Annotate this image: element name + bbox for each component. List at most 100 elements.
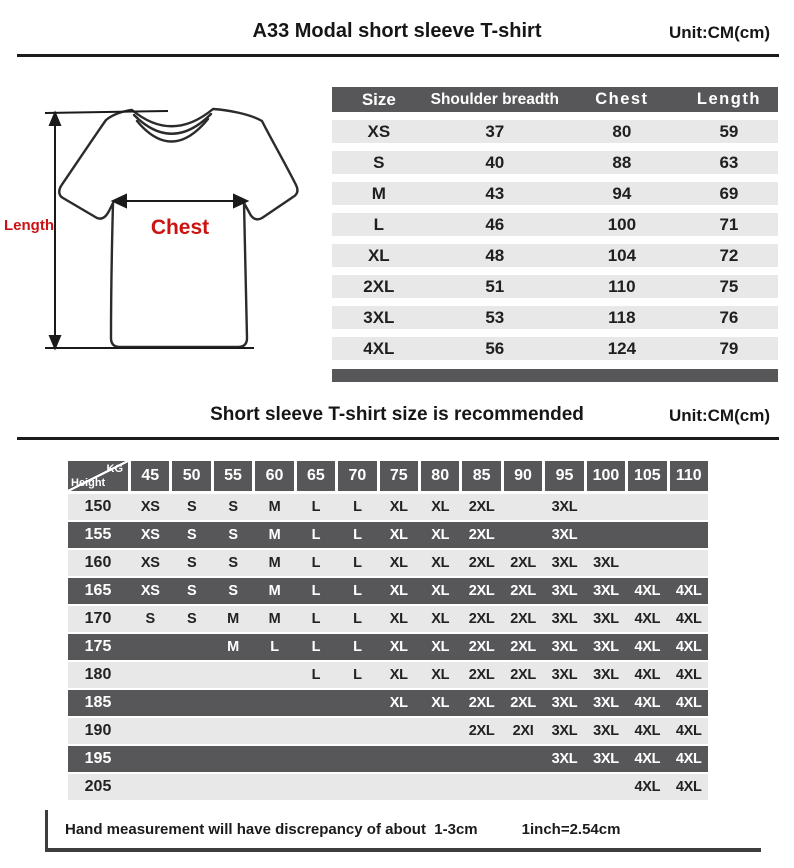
matrix-cell: 3XL bbox=[593, 723, 619, 739]
matrix-cell: 4XL bbox=[634, 667, 661, 683]
size-table-row: 4XL 56 124 79 bbox=[332, 337, 778, 360]
size-cell: 53 bbox=[485, 307, 505, 327]
weight-header-cell: 65 bbox=[296, 461, 336, 491]
size-cell: 69 bbox=[719, 183, 739, 203]
unit-label-top: Unit:CM(cm) bbox=[668, 23, 770, 42]
height-label: 190 bbox=[84, 722, 112, 739]
matrix-cell: L bbox=[311, 611, 321, 627]
recommend-title: Short sleeve T-shirt size is recommended bbox=[210, 404, 584, 425]
size-cell: S bbox=[373, 152, 385, 172]
tshirt-drawing: Length Chest bbox=[4, 107, 299, 351]
matrix-cell: 2XL bbox=[468, 723, 495, 739]
matrix-body: 150 XS S S M L L XL XL 2XL 3XL 155 XS S S M L L XL XL 2XL 3XL… bbox=[68, 494, 708, 800]
matrix-cell: 4XL bbox=[675, 611, 702, 627]
matrix-row: 170 S S M M L L XL XL 2XL 2XL 3XL 3XL 4XL 4XL bbox=[68, 606, 708, 632]
inch-conversion-note: 1inch=2.54cm bbox=[521, 820, 621, 838]
matrix-cell: XS bbox=[140, 555, 160, 571]
size-cell: 37 bbox=[485, 121, 505, 141]
size-cell: 94 bbox=[612, 183, 632, 203]
matrix-cell: S bbox=[228, 499, 238, 515]
matrix-cell: 3XL bbox=[551, 723, 578, 739]
matrix-cell: 2XL bbox=[468, 695, 495, 711]
matrix-cell: L bbox=[353, 555, 362, 571]
matrix-cell: 2XL bbox=[468, 583, 495, 599]
size-cell: 75 bbox=[719, 276, 739, 296]
matrix-row: 185 XL XL 2XL 2XL 3XL 3XL 4XL 4XL bbox=[68, 690, 708, 716]
matrix-cell: M bbox=[268, 555, 281, 571]
matrix-cell: 4XL bbox=[675, 751, 702, 767]
height-label: 175 bbox=[84, 638, 112, 655]
matrix-cell: 2XL bbox=[468, 639, 495, 655]
height-label: 180 bbox=[84, 666, 112, 683]
weight-header-cell: 85 bbox=[462, 461, 501, 491]
weight-header-cell: 105 bbox=[628, 461, 667, 491]
matrix-cell: 4XL bbox=[675, 639, 702, 655]
matrix-cell: 2XL bbox=[510, 667, 536, 683]
weight-header-cell: 110 bbox=[669, 461, 708, 491]
weight-header-cell: 70 bbox=[338, 461, 377, 491]
footnote-box: Hand measurement will have discrepancy o… bbox=[45, 810, 761, 852]
size-column-header: Size bbox=[361, 89, 396, 109]
matrix-row: 160 XS S S M L L XL XL 2XL 2XL 3XL 3XL bbox=[68, 550, 708, 576]
weight-header-cell: 60 bbox=[255, 461, 294, 491]
matrix-cell: XL bbox=[431, 527, 450, 543]
size-cell: 100 bbox=[607, 214, 637, 234]
matrix-cell: XL bbox=[431, 583, 450, 599]
divider-top bbox=[17, 54, 779, 57]
matrix-cell: 2XL bbox=[468, 527, 495, 543]
matrix-cell: S bbox=[228, 555, 238, 571]
matrix-cell: S bbox=[186, 499, 197, 515]
size-cell: 79 bbox=[719, 338, 739, 358]
matrix-cell: XL bbox=[389, 527, 408, 543]
size-column-header: Chest bbox=[595, 90, 649, 108]
matrix-cell: 3XL bbox=[551, 499, 578, 515]
matrix-cell: 3XL bbox=[593, 611, 619, 627]
weight-header-cell: 100 bbox=[586, 461, 626, 491]
size-cell: 110 bbox=[608, 276, 636, 296]
size-table-header: Size Shoulder breadth Chest Length bbox=[332, 87, 778, 112]
matrix-cell: XL bbox=[389, 611, 408, 627]
size-cell: 43 bbox=[485, 183, 505, 203]
matrix-cell: 3XL bbox=[593, 695, 619, 711]
size-cell: 4XL bbox=[363, 338, 395, 358]
matrix-cell: XL bbox=[389, 555, 408, 571]
matrix-cell: XL bbox=[431, 611, 450, 627]
matrix-cell: 4XL bbox=[675, 667, 702, 683]
matrix-cell: 4XL bbox=[634, 723, 661, 739]
matrix-cell: L bbox=[311, 527, 321, 543]
matrix-cell: L bbox=[270, 639, 279, 655]
weight-header-cell: 55 bbox=[213, 461, 253, 491]
size-cell: 48 bbox=[485, 245, 505, 265]
measurement-section: Length Chest Size Shoulder breadth Chest Le… bbox=[0, 87, 794, 386]
matrix-cell: 3XL bbox=[551, 527, 578, 543]
matrix-row: 195 3XL 3XL 4XL 4XL bbox=[68, 746, 708, 772]
matrix-cell: 2XL bbox=[468, 611, 495, 627]
height-label: 185 bbox=[84, 694, 112, 711]
height-label: 150 bbox=[84, 498, 112, 515]
corner-kg-label: KG bbox=[106, 463, 124, 475]
matrix-cell: XS bbox=[140, 583, 160, 599]
matrix-cell: S bbox=[186, 527, 197, 543]
matrix-row: 190 2XL 2XI 3XL 3XL 4XL 4XL bbox=[68, 718, 708, 744]
corner-height-label: Height bbox=[71, 477, 106, 489]
top-header: A33 Modal short sleeve T-shirt Unit:CM(c… bbox=[0, 0, 794, 43]
measurement-note: Hand measurement will have discrepancy o… bbox=[65, 820, 478, 838]
recommend-header: Short sleeve T-shirt size is recommended… bbox=[0, 386, 794, 426]
matrix-cell: XL bbox=[389, 499, 408, 515]
matrix-cell: 4XL bbox=[634, 695, 661, 711]
size-table-row: 3XL 53 118 76 bbox=[332, 306, 778, 329]
size-cell: 124 bbox=[607, 338, 637, 358]
matrix-row: 175 M L L L XL XL 2XL 2XL 3XL 3XL 4XL 4XL bbox=[68, 634, 708, 660]
size-table-row: 2XL 51 110 75 bbox=[332, 275, 778, 298]
matrix-cell: 3XL bbox=[593, 583, 619, 599]
matrix-cell: 4XL bbox=[634, 639, 661, 655]
size-cell: 46 bbox=[485, 214, 505, 234]
matrix-cell: L bbox=[311, 639, 321, 655]
size-cell: 51 bbox=[485, 276, 505, 296]
matrix-cell: M bbox=[268, 499, 281, 515]
matrix-cell: L bbox=[353, 611, 362, 627]
matrix-cell: S bbox=[228, 527, 238, 543]
size-cell: 3XL bbox=[363, 307, 395, 327]
matrix-row: 205 4XL 4XL bbox=[68, 774, 708, 800]
